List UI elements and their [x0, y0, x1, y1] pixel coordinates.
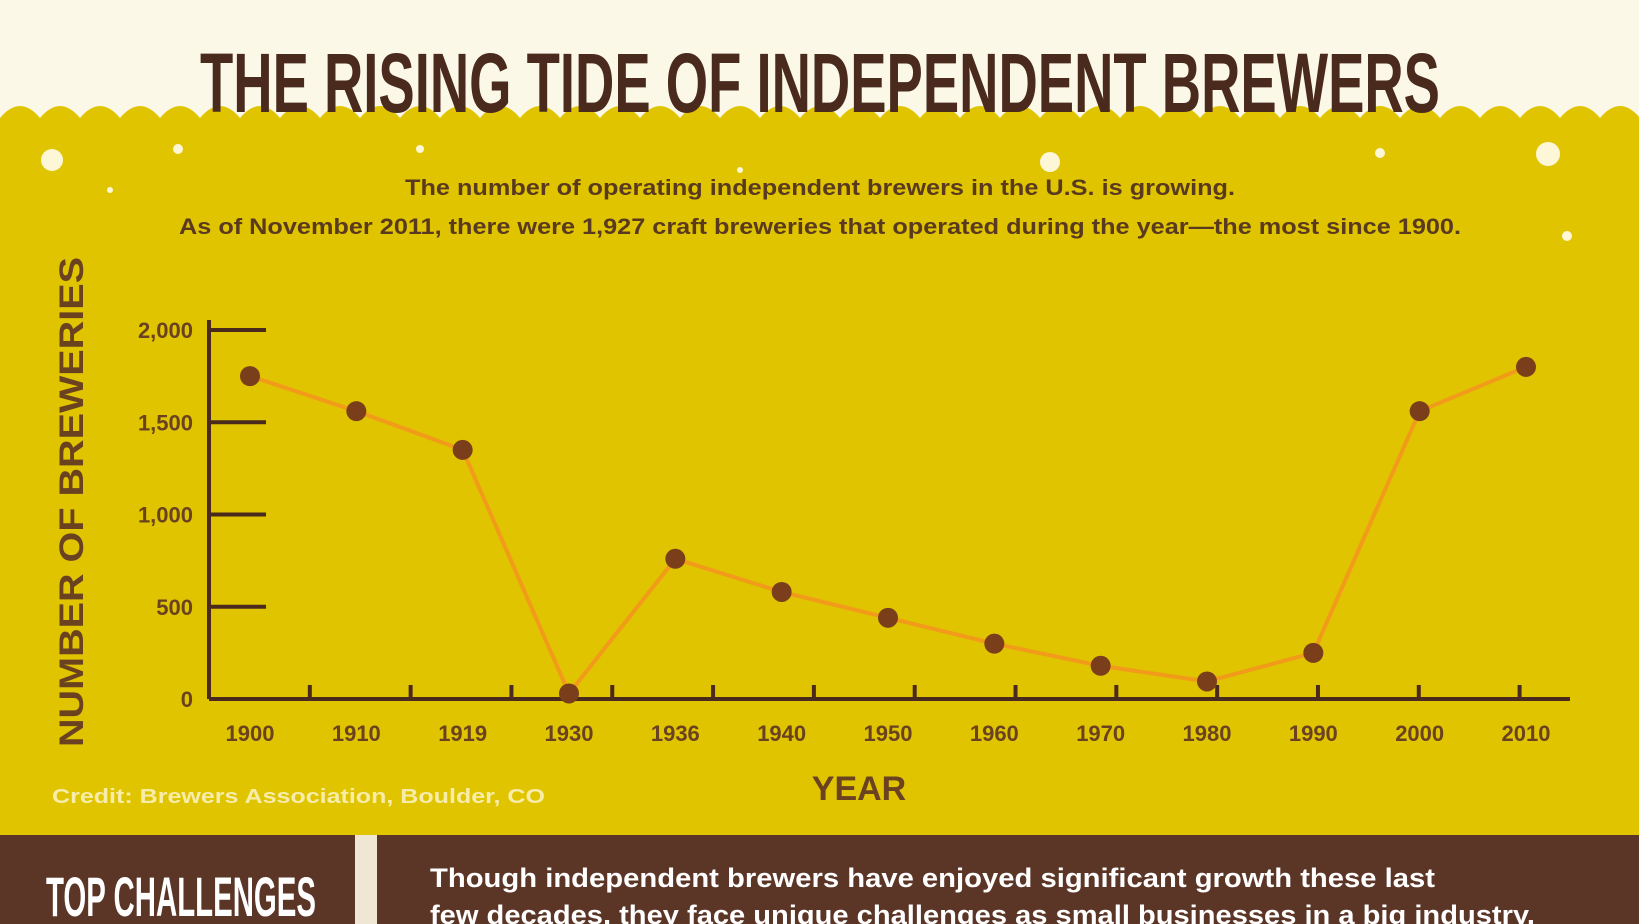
x-axis-title: YEAR — [812, 770, 906, 808]
x-tick-label-10: 1990 — [1289, 721, 1338, 746]
subtitle-line-2: As of November 2011, there were 1,927 cr… — [179, 214, 1461, 239]
section-heading: TOP CHALLENGES — [46, 865, 316, 924]
x-tick-label-2: 1919 — [438, 721, 487, 746]
x-tick-label-4: 1936 — [651, 721, 700, 746]
subtitle-line-1: The number of operating independent brew… — [405, 175, 1235, 200]
credit-text: Credit: Brewers Association, Boulder, CO — [52, 786, 545, 808]
x-tick-label-0: 1900 — [226, 721, 275, 746]
data-point-6 — [878, 607, 898, 628]
data-point-9 — [1197, 671, 1217, 692]
beer-background — [0, 106, 1639, 924]
x-tick-label-1: 1910 — [332, 721, 381, 746]
x-tick-label-6: 1950 — [864, 721, 913, 746]
data-point-3 — [559, 683, 579, 704]
data-point-11 — [1409, 401, 1430, 422]
x-tick-label-8: 1970 — [1076, 721, 1125, 746]
x-tick-label-11: 2000 — [1395, 721, 1444, 746]
section-text-line-1: Though independent brewers have enjoyed … — [430, 863, 1435, 893]
data-point-0 — [240, 366, 260, 387]
y-tick-label-4: 2,000 — [138, 318, 193, 343]
data-point-12 — [1516, 356, 1536, 377]
x-tick-label-7: 1960 — [970, 721, 1019, 746]
data-point-7 — [984, 633, 1005, 654]
data-point-4 — [665, 548, 686, 569]
y-tick-label-3: 1,500 — [138, 410, 193, 435]
bottom-bar-divider — [355, 835, 377, 924]
data-point-8 — [1090, 655, 1111, 676]
section-text-line-2: few decades, they face unique challenges… — [430, 900, 1535, 924]
line-chart: 0 500 1,000 1,500 2,000 1900 1910 1919 1930 1936 1… — [138, 318, 1570, 746]
data-point-10 — [1303, 642, 1324, 663]
data-point-2 — [452, 439, 473, 460]
page-title: THE RISING TIDE OF INDEPENDENT BREWERS — [200, 36, 1440, 130]
x-tick-label-3: 1930 — [545, 721, 594, 746]
x-tick-label-9: 1980 — [1183, 721, 1232, 746]
y-tick-label-2: 1,000 — [138, 503, 193, 528]
data-point-1 — [346, 401, 367, 422]
bubbles-decoration — [41, 142, 1572, 241]
y-tick-label-0: 0 — [181, 687, 193, 712]
y-tick-label-1: 500 — [156, 595, 193, 620]
data-point-5 — [771, 581, 792, 602]
y-axis-title: NUMBER OF BREWERIES — [53, 257, 91, 747]
bottom-bar — [0, 835, 1639, 924]
x-tick-label-12: 2010 — [1502, 721, 1551, 746]
x-tick-label-5: 1940 — [757, 721, 806, 746]
